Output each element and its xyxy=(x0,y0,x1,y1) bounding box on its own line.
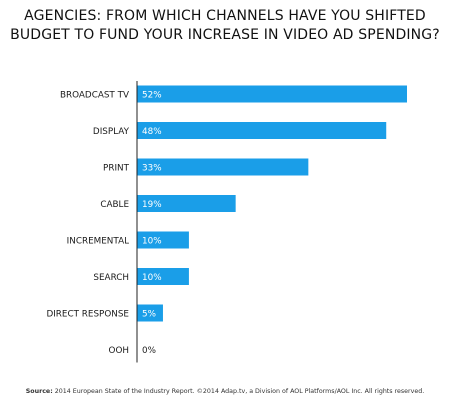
value-label-incremental: 10% xyxy=(142,237,162,247)
category-label-broadcast-tv: BROADCAST TV xyxy=(60,91,129,101)
value-label-display: 48% xyxy=(142,127,162,137)
bar-direct-response xyxy=(137,304,163,322)
category-label-display: DISPLAY xyxy=(93,127,130,137)
value-label-cable: 19% xyxy=(142,200,162,210)
category-label-direct-response: DIRECT RESPONSE xyxy=(46,310,129,320)
chart-title: AGENCIES: FROM WHICH CHANNELS HAVE YOU S… xyxy=(0,7,450,45)
chart-title-line-2: BUDGET TO FUND YOUR INCREASE IN VIDEO AD… xyxy=(10,27,440,43)
bar-broadcast-tv xyxy=(137,85,407,103)
bar-display xyxy=(137,122,387,139)
value-label-search: 10% xyxy=(142,273,162,283)
source-text: 2014 European State of the Industry Repo… xyxy=(54,388,425,395)
value-label-ooh: 0% xyxy=(142,346,156,356)
bar-cable xyxy=(137,195,236,212)
source-label: Source: xyxy=(25,388,53,395)
category-label-cable: CABLE xyxy=(100,200,129,210)
category-label-ooh: OOH xyxy=(109,346,129,356)
category-label-incremental: INCREMENTAL xyxy=(67,237,129,247)
bar-incremental xyxy=(137,231,189,249)
value-label-broadcast-tv: 52% xyxy=(142,91,162,101)
value-label-print: 33% xyxy=(142,164,162,174)
chart-title-line-1: AGENCIES: FROM WHICH CHANNELS HAVE YOU S… xyxy=(24,8,426,24)
category-label-search: SEARCH xyxy=(93,273,129,283)
category-label-print: PRINT xyxy=(103,164,130,174)
value-label-direct-response: 5% xyxy=(142,310,156,320)
source-note: Source: 2014 European State of the Indus… xyxy=(0,388,450,395)
bar-search xyxy=(137,268,189,285)
bar-print xyxy=(137,158,309,176)
